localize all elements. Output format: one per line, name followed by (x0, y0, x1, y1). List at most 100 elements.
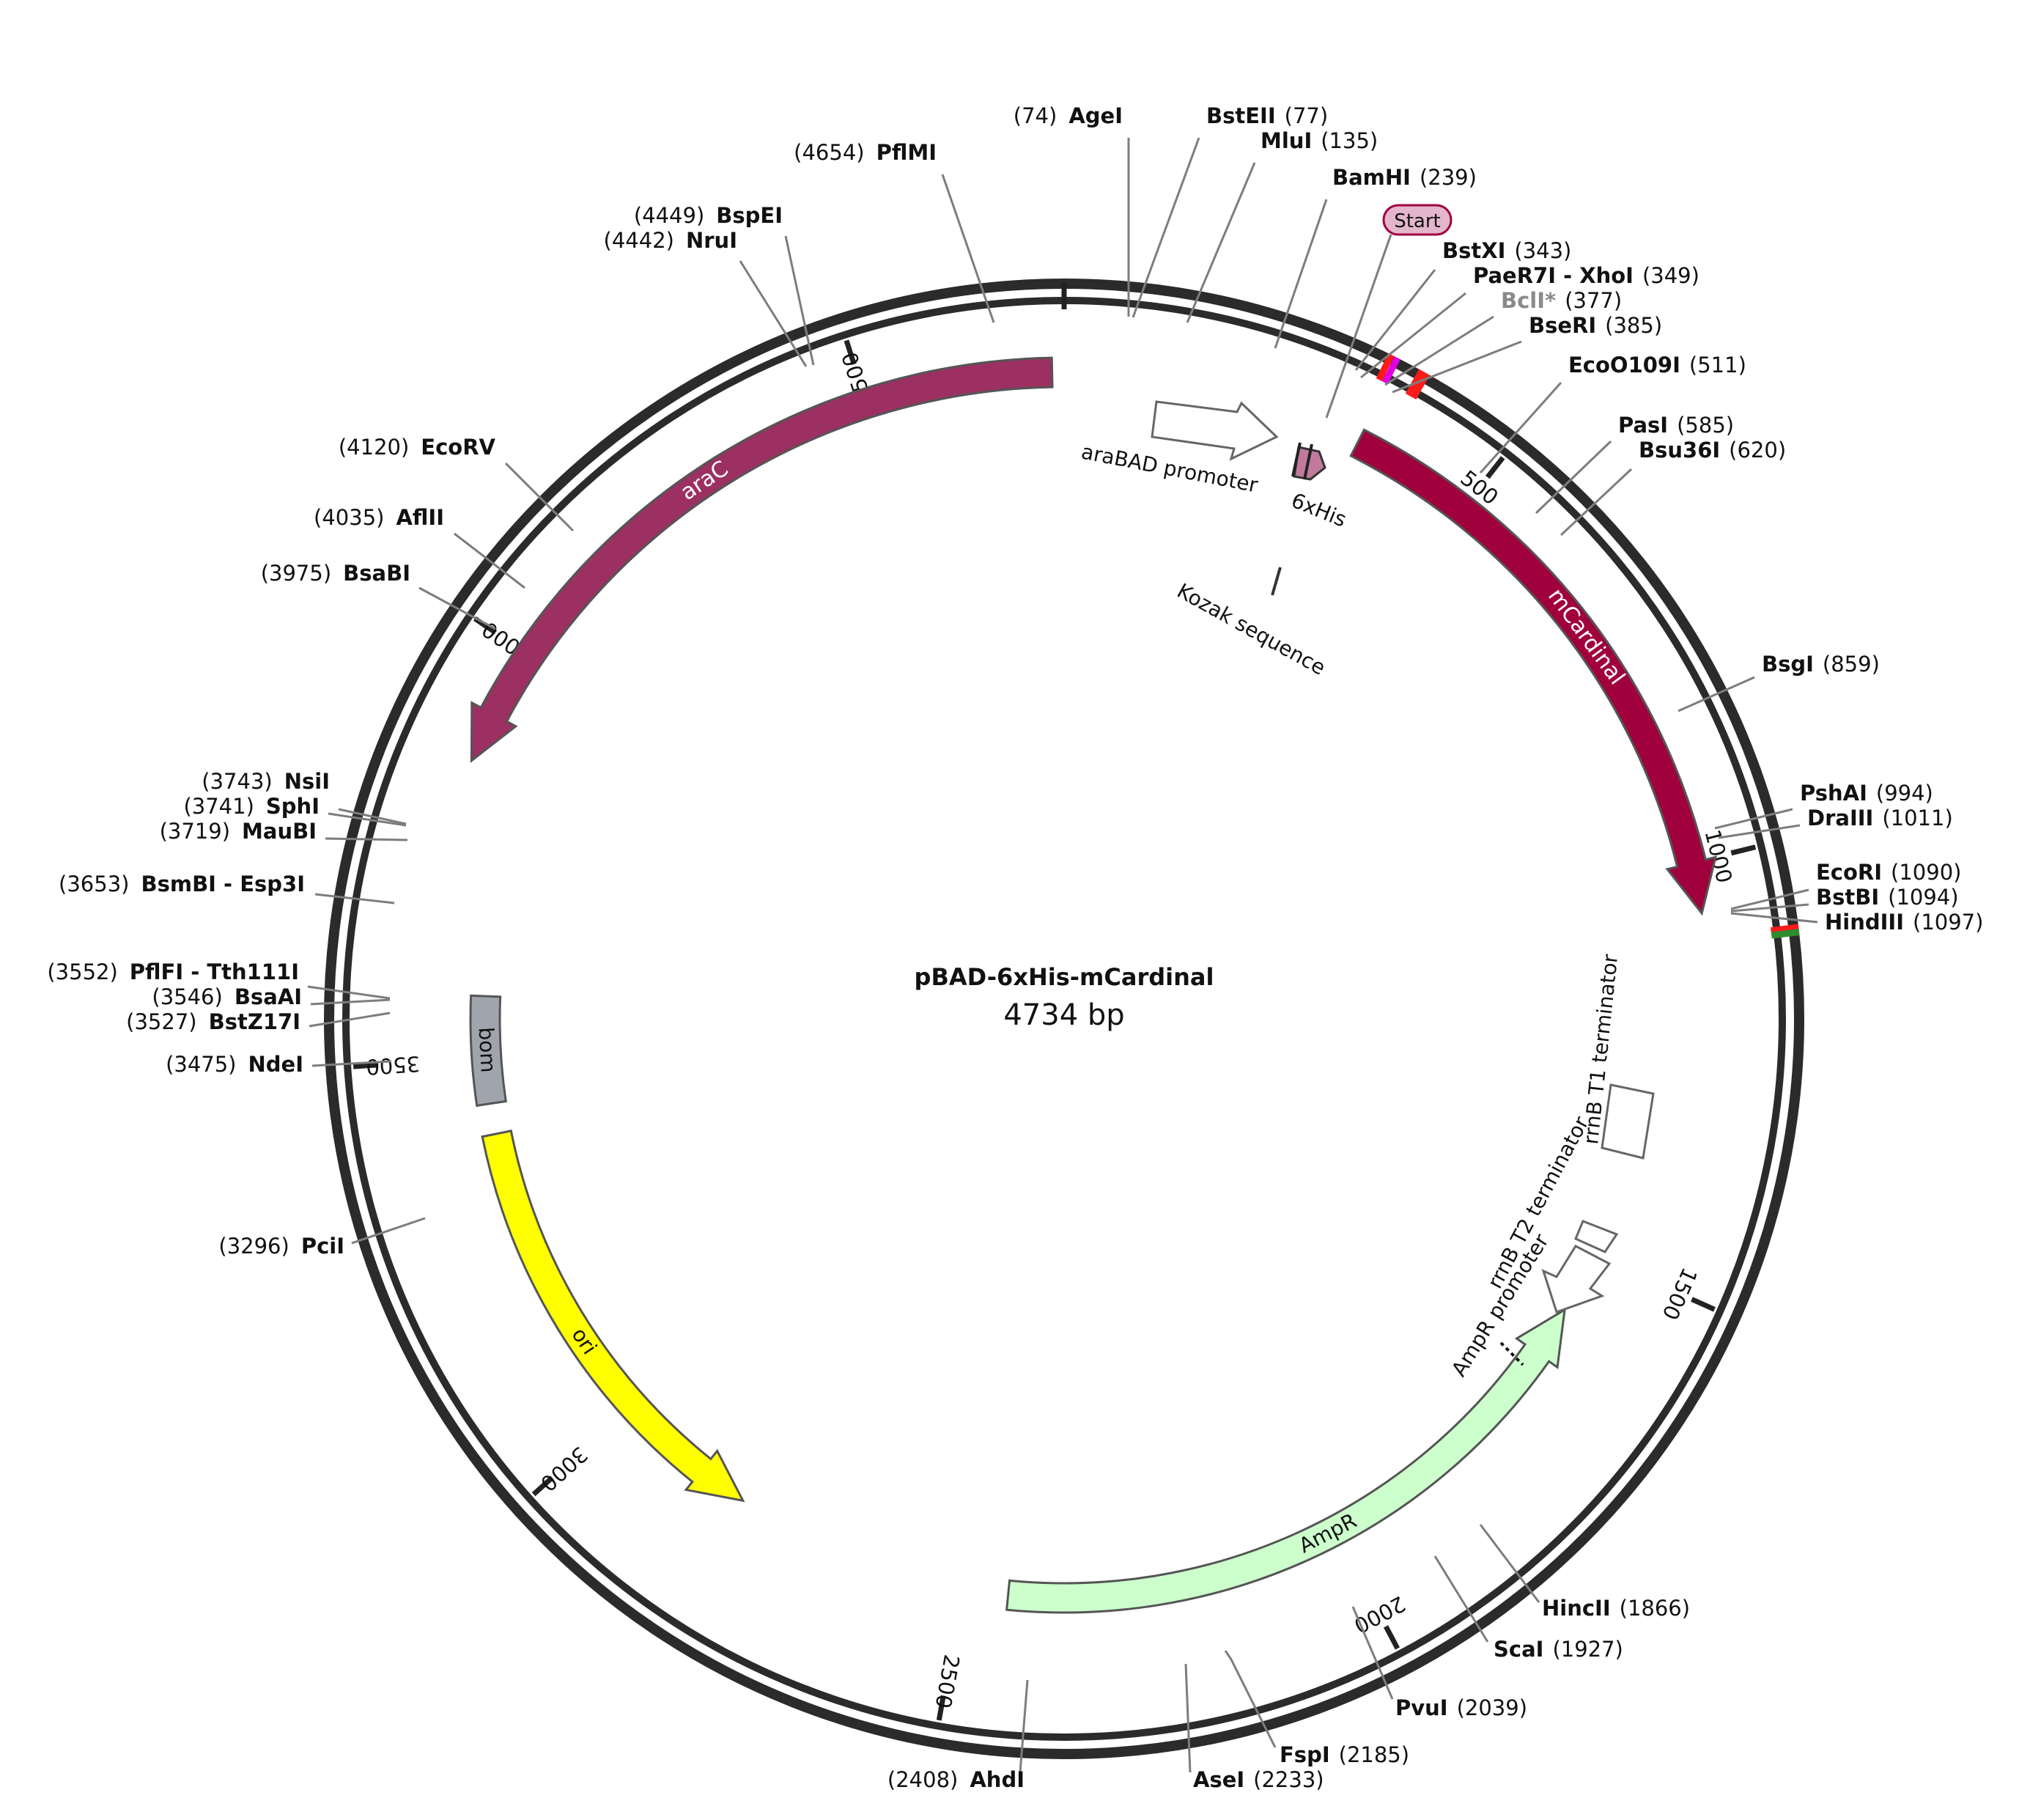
site-name: PflFI - Tth111I (130, 959, 299, 984)
site-label: (3719) MauBI (160, 819, 317, 844)
site-leader-line (454, 532, 525, 589)
site-name: MluI (1261, 128, 1312, 153)
site-position: (239) (1420, 165, 1477, 190)
site-name: NdeI (248, 1052, 304, 1077)
site-position: (3653) (59, 872, 129, 896)
site-label: (4654) PflMI (794, 140, 937, 165)
site-leader-line (309, 1012, 391, 1028)
site-leader-line (328, 812, 407, 827)
site-label: AseI (2233) (1193, 1767, 1324, 1792)
sixhis-label: 6xHis (1288, 488, 1350, 532)
site-label: BamHI (239) (1332, 165, 1477, 190)
site-bstbi: BstBI (1094) (1730, 885, 1959, 913)
site-position: (3719) (160, 819, 230, 844)
site-position: (2408) (887, 1767, 958, 1792)
site-name: BstZ17I (209, 1009, 300, 1034)
site-position: (4654) (794, 140, 864, 165)
site-name: BstXI (1442, 238, 1505, 263)
feature-label: mCardinal (1543, 583, 1630, 690)
site-label: BclI* (377) (1501, 288, 1622, 313)
site-name: PflMI (876, 140, 937, 165)
site-label: (4120) EcoRV (339, 435, 496, 460)
site-name: EcoRI (1816, 860, 1882, 885)
site-label: PasI (585) (1618, 413, 1734, 438)
bp-tick (531, 1475, 554, 1497)
site-leader-line (1718, 824, 1801, 839)
site-label: BseRI (385) (1529, 313, 1662, 338)
plasmid-title: pBAD-6xHis-mCardinal (915, 963, 1214, 991)
site-pflmi: (4654) PflMI (794, 140, 995, 323)
site-label: (2408) AhdI (887, 1767, 1025, 1792)
tick-label: 3500 (365, 1051, 421, 1080)
site-ahdi: (2408) AhdI (887, 1679, 1029, 1792)
site-label: Bsu36I (620) (1639, 438, 1786, 463)
site-label: (3552) PflFI - Tth111I (47, 959, 299, 984)
site-nrui: (4442) NruI (604, 228, 808, 367)
site-hincii: HincII (1866) (1479, 1524, 1690, 1621)
site-position: (4449) (634, 203, 704, 228)
site-position: (385) (1605, 313, 1662, 338)
site-leader-line (1186, 162, 1256, 323)
site-nsii: (3743) NsiI (202, 769, 407, 825)
site-label: ScaI (1927) (1494, 1637, 1623, 1662)
site-name: BstBI (1816, 885, 1879, 910)
center-title: pBAD-6xHis-mCardinal 4734 bp (915, 963, 1214, 1032)
site-leader-line (1560, 468, 1633, 537)
site-mark (1410, 372, 1431, 400)
site-position: (3527) (126, 1009, 196, 1034)
site-position: (1866) (1620, 1596, 1690, 1621)
site-name: BsmBI - Esp3I (141, 872, 305, 896)
site-label: BstEII (77) (1206, 103, 1328, 128)
site-name: EcoO109I (1568, 353, 1680, 377)
site-name: NsiI (284, 769, 330, 794)
site-position: (1094) (1888, 885, 1958, 910)
site-bsaai: (3546) BsaAI (152, 984, 391, 1009)
site-scai: ScaI (1927) (1433, 1555, 1623, 1662)
site-position: (377) (1565, 288, 1622, 313)
feature-arrow (1349, 428, 1718, 916)
site-label: (3527) BstZ17I (126, 1009, 300, 1034)
site-label: BstBI (1094) (1816, 885, 1959, 910)
site-name: FspI (1280, 1742, 1330, 1767)
site-name: PshAI (1800, 781, 1867, 806)
site-leader-line (1730, 888, 1809, 910)
site-leader-line (784, 235, 815, 366)
site-bsabi: (3975) BsaBI (261, 561, 496, 630)
site-leader-line (1351, 1606, 1394, 1700)
feature-arrow (469, 994, 507, 1108)
bp-tick (1383, 1625, 1400, 1650)
site-label: MluI (135) (1261, 128, 1378, 153)
site-pflfi-tth111i: (3552) PflFI - Tth111I (47, 959, 391, 1000)
site-name: BsaAI (235, 984, 302, 1009)
site-mark (1770, 924, 1799, 935)
site-position: (859) (1823, 652, 1880, 677)
site-label: HindIII (1097) (1825, 910, 1983, 935)
site-label: (4449) BspEI (634, 203, 783, 228)
site-leader-line (351, 1217, 426, 1245)
feature-arrow (470, 356, 1054, 763)
site-mark (1376, 353, 1395, 382)
site-asei: AseI (2233) (1184, 1663, 1324, 1792)
site-leader-line (1384, 315, 1494, 386)
site-fspi: FspI (2185) (1224, 1650, 1409, 1767)
site-ecori: EcoRI (1090) (1730, 860, 1961, 910)
site-bsteii: BstEII (77) (1132, 103, 1328, 318)
site-position: (3743) (202, 769, 272, 794)
site-position: (2185) (1339, 1742, 1409, 1767)
feature-mcardinal: mCardinal (1349, 428, 1718, 916)
site-position: (3741) (183, 794, 254, 819)
site-leader-line (1224, 1650, 1277, 1748)
site-draiii: DraIII (1011) (1718, 806, 1953, 839)
site-label: BsgI (859) (1762, 652, 1880, 677)
site-agei: (74) AgeI (1014, 103, 1130, 317)
site-leader-line (1132, 137, 1200, 318)
site-name: AseI (1193, 1767, 1244, 1792)
site-label: (3546) BsaAI (152, 984, 302, 1009)
site-name: BseRI (1529, 313, 1596, 338)
site-leader-line (1535, 440, 1612, 515)
site-name: AgeI (1068, 103, 1123, 128)
site-bsu36i: Bsu36I (620) (1560, 438, 1786, 537)
site-label: HincII (1866) (1542, 1596, 1690, 1621)
sixhis-feature: 6xHis (1288, 442, 1350, 532)
